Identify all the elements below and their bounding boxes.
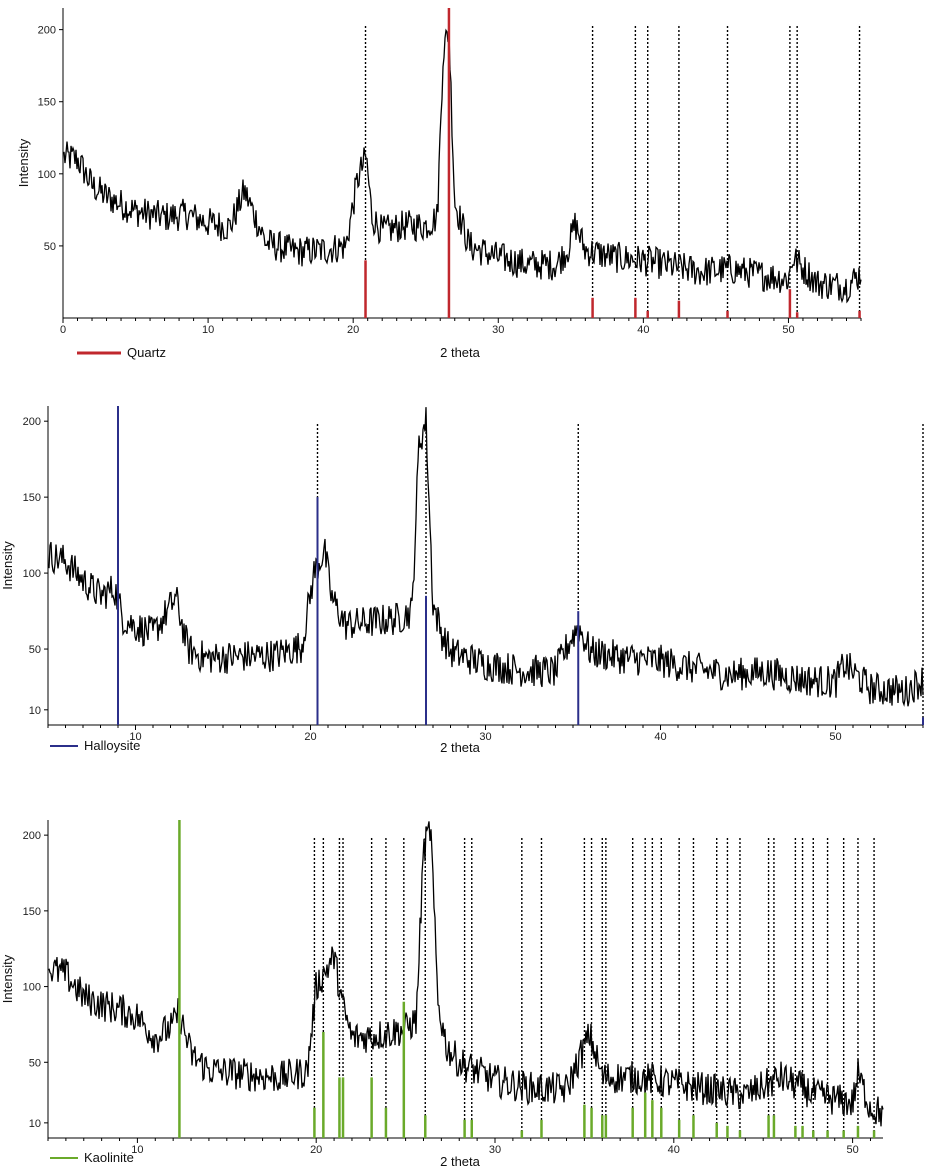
x-tick-label: 40	[654, 731, 666, 743]
x-tick-label: 10	[202, 324, 214, 336]
y-tick-label: 200	[38, 25, 56, 37]
x-tick-label: 0	[60, 324, 66, 336]
y-tick-label: 100	[23, 982, 41, 994]
legend-label: Quartz	[127, 345, 166, 360]
y-tick-label: 200	[23, 830, 41, 842]
x-tick-label: 40	[637, 324, 649, 336]
y-tick-label: 10	[29, 705, 41, 717]
y-tick-label: 100	[38, 169, 56, 181]
x-tick-label: 50	[846, 1144, 858, 1156]
x-tick-label: 20	[310, 1144, 322, 1156]
x-tick-label: 10	[129, 731, 141, 743]
legend-label: Kaolinite	[84, 1150, 134, 1165]
x-axis-title: 2 theta	[440, 1154, 481, 1169]
y-tick-label: 200	[23, 416, 41, 428]
x-tick-label: 30	[479, 731, 491, 743]
y-tick-label: 50	[29, 644, 41, 656]
legend-label: Halloysite	[84, 738, 140, 753]
diffraction-trace	[48, 407, 924, 707]
y-tick-label: 50	[29, 1057, 41, 1069]
x-tick-label: 50	[782, 324, 794, 336]
chart-panel-quartz: 50 100 150 200 0 10 20 30 40 50 Intensity 2 theta Qu…	[16, 8, 862, 360]
x-tick-label: 20	[347, 324, 359, 336]
y-tick-label: 150	[23, 492, 41, 504]
y-axis-title: Intensity	[16, 138, 31, 187]
x-axis-title: 2 theta	[440, 740, 481, 755]
chart-panel-kaolinite: 10 50 100 150 200 10 20 30 40 50 Intensity 2 theta K…	[0, 820, 884, 1169]
x-tick-label: 30	[492, 324, 504, 336]
x-axis-title: 2 theta	[440, 345, 481, 360]
diffraction-trace	[63, 28, 862, 304]
x-tick-label: 10	[131, 1144, 143, 1156]
y-tick-label: 150	[38, 97, 56, 109]
x-tick-label: 40	[668, 1144, 680, 1156]
x-tick-label: 50	[829, 731, 841, 743]
x-tick-label: 20	[304, 731, 316, 743]
y-tick-label: 100	[23, 568, 41, 580]
y-tick-label: 150	[23, 906, 41, 918]
y-axis-title: Intensity	[0, 954, 15, 1003]
chart-panel-halloysite: 10 50 100 150 200 10 20 30 40 50 Intensity 2 theta H…	[0, 406, 924, 755]
y-axis-title: Intensity	[0, 541, 15, 590]
y-tick-label: 10	[29, 1118, 41, 1130]
diffraction-trace	[48, 821, 884, 1127]
x-tick-label: 30	[489, 1144, 501, 1156]
y-tick-label: 50	[44, 241, 56, 253]
